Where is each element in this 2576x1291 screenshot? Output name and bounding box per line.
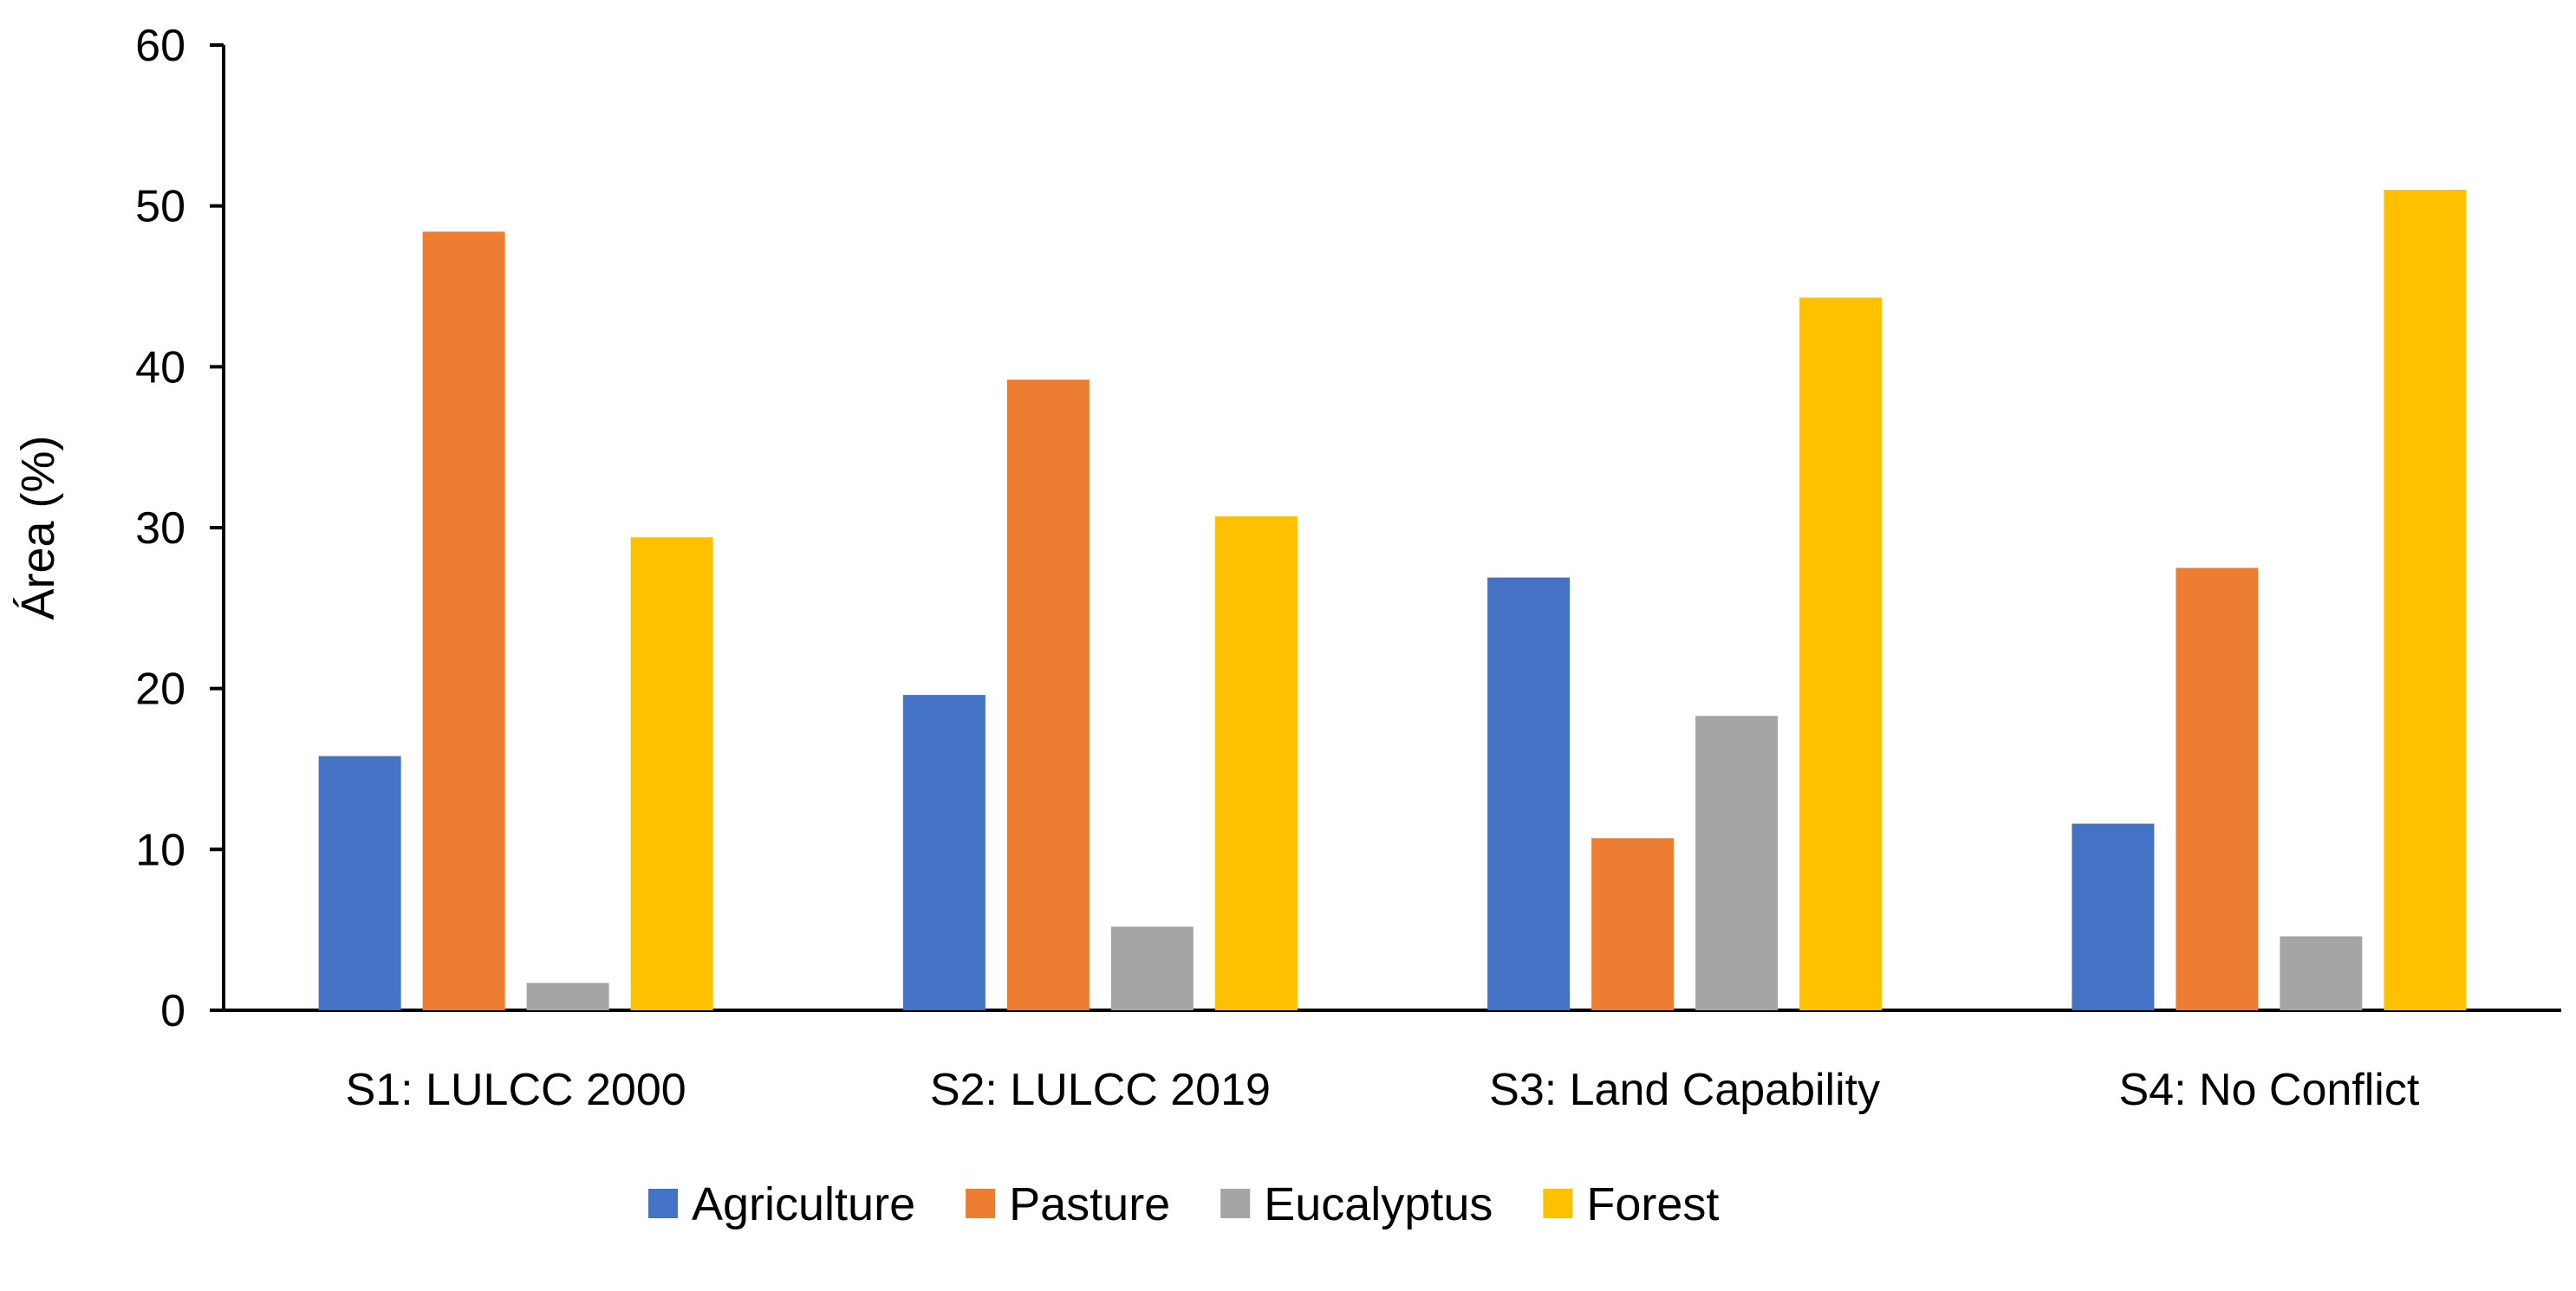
bars-group: [318, 190, 2467, 1011]
bar-pasture-3: [1591, 838, 1675, 1010]
bar-agriculture-4: [2072, 823, 2155, 1010]
bar-forest-4: [2384, 190, 2467, 1011]
x-category-label: S3: Land Capability: [1489, 1065, 1880, 1115]
y-tick-label: 50: [135, 182, 185, 232]
bar-pasture-2: [1006, 380, 1090, 1011]
bar-eucalyptus-4: [2280, 936, 2363, 1010]
bar-eucalyptus-1: [526, 983, 609, 1010]
y-tick-label: 40: [135, 342, 185, 392]
bar-pasture-4: [2176, 568, 2259, 1010]
bar-forest-3: [1799, 297, 1883, 1010]
bar-forest-2: [1214, 516, 1298, 1010]
x-category-label: S1: LULCC 2000: [346, 1065, 686, 1115]
bar-forest-1: [630, 537, 713, 1010]
y-tick-label: 30: [135, 503, 185, 554]
x-axis: S1: LULCC 2000 S2: LULCC 2019 S3: Land Cap…: [224, 1009, 2561, 1115]
legend-label-eucalyptus: Eucalyptus: [1264, 1178, 1493, 1230]
y-tick-label: 10: [135, 825, 185, 875]
y-tick-label: 60: [135, 21, 185, 71]
legend-label-forest: Forest: [1586, 1178, 1719, 1230]
bar-pasture-1: [422, 231, 505, 1011]
x-category-label: S2: LULCC 2019: [930, 1065, 1271, 1115]
legend-swatch-pasture: [966, 1189, 996, 1218]
bar-agriculture-3: [1487, 577, 1571, 1010]
y-axis: 0 10 20 30 40 50 60: [135, 21, 225, 1036]
bar-eucalyptus-2: [1110, 926, 1194, 1010]
legend: Agriculture Pasture Eucalyptus Forest: [648, 1178, 1719, 1230]
legend-swatch-forest: [1543, 1189, 1573, 1218]
legend-swatch-agriculture: [648, 1189, 678, 1218]
y-axis-title: Área (%): [12, 435, 64, 620]
bar-eucalyptus-3: [1695, 716, 1779, 1010]
legend-label-agriculture: Agriculture: [692, 1178, 915, 1230]
y-tick-label: 20: [135, 665, 185, 715]
bar-agriculture-1: [318, 756, 401, 1010]
legend-label-pasture: Pasture: [1009, 1178, 1170, 1230]
y-tick-label: 0: [160, 986, 185, 1036]
x-category-label: S4: No Conflict: [2118, 1065, 2419, 1115]
bar-agriculture-2: [902, 695, 986, 1010]
legend-swatch-eucalyptus: [1220, 1189, 1251, 1218]
